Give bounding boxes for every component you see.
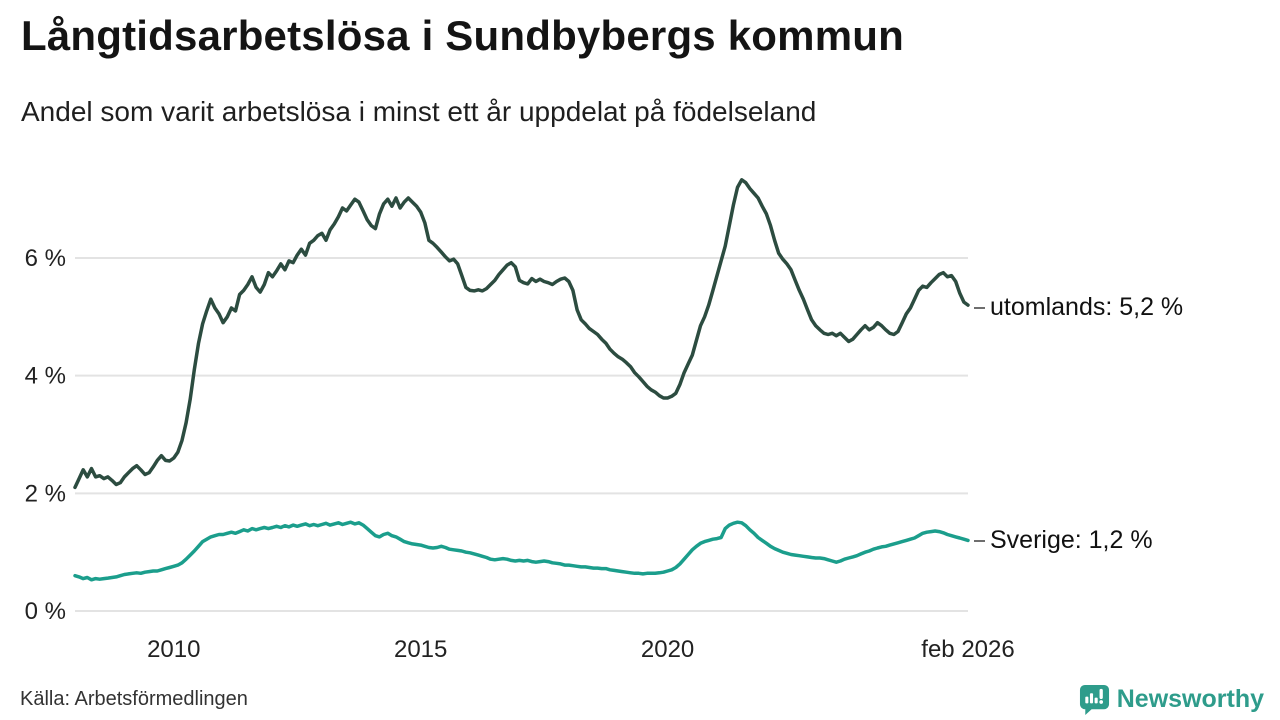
y-tick-label: 0 % <box>25 598 66 625</box>
newsworthy-logo: Newsworthy <box>1079 684 1264 715</box>
series-label-utomlands-text: utomlands: 5,2 % <box>990 293 1184 321</box>
newsworthy-logo-text: Newsworthy <box>1116 685 1264 713</box>
source-note: Källa: Arbetsförmedlingen <box>20 688 248 710</box>
series-label-sverige: Sverige: 1,2 % <box>974 526 1153 555</box>
label-connector-dash <box>974 539 985 542</box>
y-tick-label: 4 % <box>25 363 66 390</box>
x-tick-label: 2015 <box>394 636 447 663</box>
y-tick-label: 2 % <box>25 480 66 507</box>
series-label-utomlands: utomlands: 5,2 % <box>974 293 1183 322</box>
x-tick-label: 2010 <box>147 636 200 663</box>
series-line-utomlands <box>73 178 970 490</box>
series-line-sverige <box>73 520 970 582</box>
newsworthy-logo-icon <box>1079 684 1109 715</box>
x-tick-label: 2020 <box>641 636 694 663</box>
x-tick-label: feb 2026 <box>921 636 1014 663</box>
series-label-sverige-text: Sverige: 1,2 % <box>990 526 1153 554</box>
chart-title: Långtidsarbetslösa i Sundbybergs kommun <box>21 12 904 59</box>
chart-subtitle: Andel som varit arbetslösa i minst ett å… <box>21 96 817 127</box>
y-tick-label: 6 % <box>25 245 66 272</box>
label-connector-dash <box>974 306 985 309</box>
